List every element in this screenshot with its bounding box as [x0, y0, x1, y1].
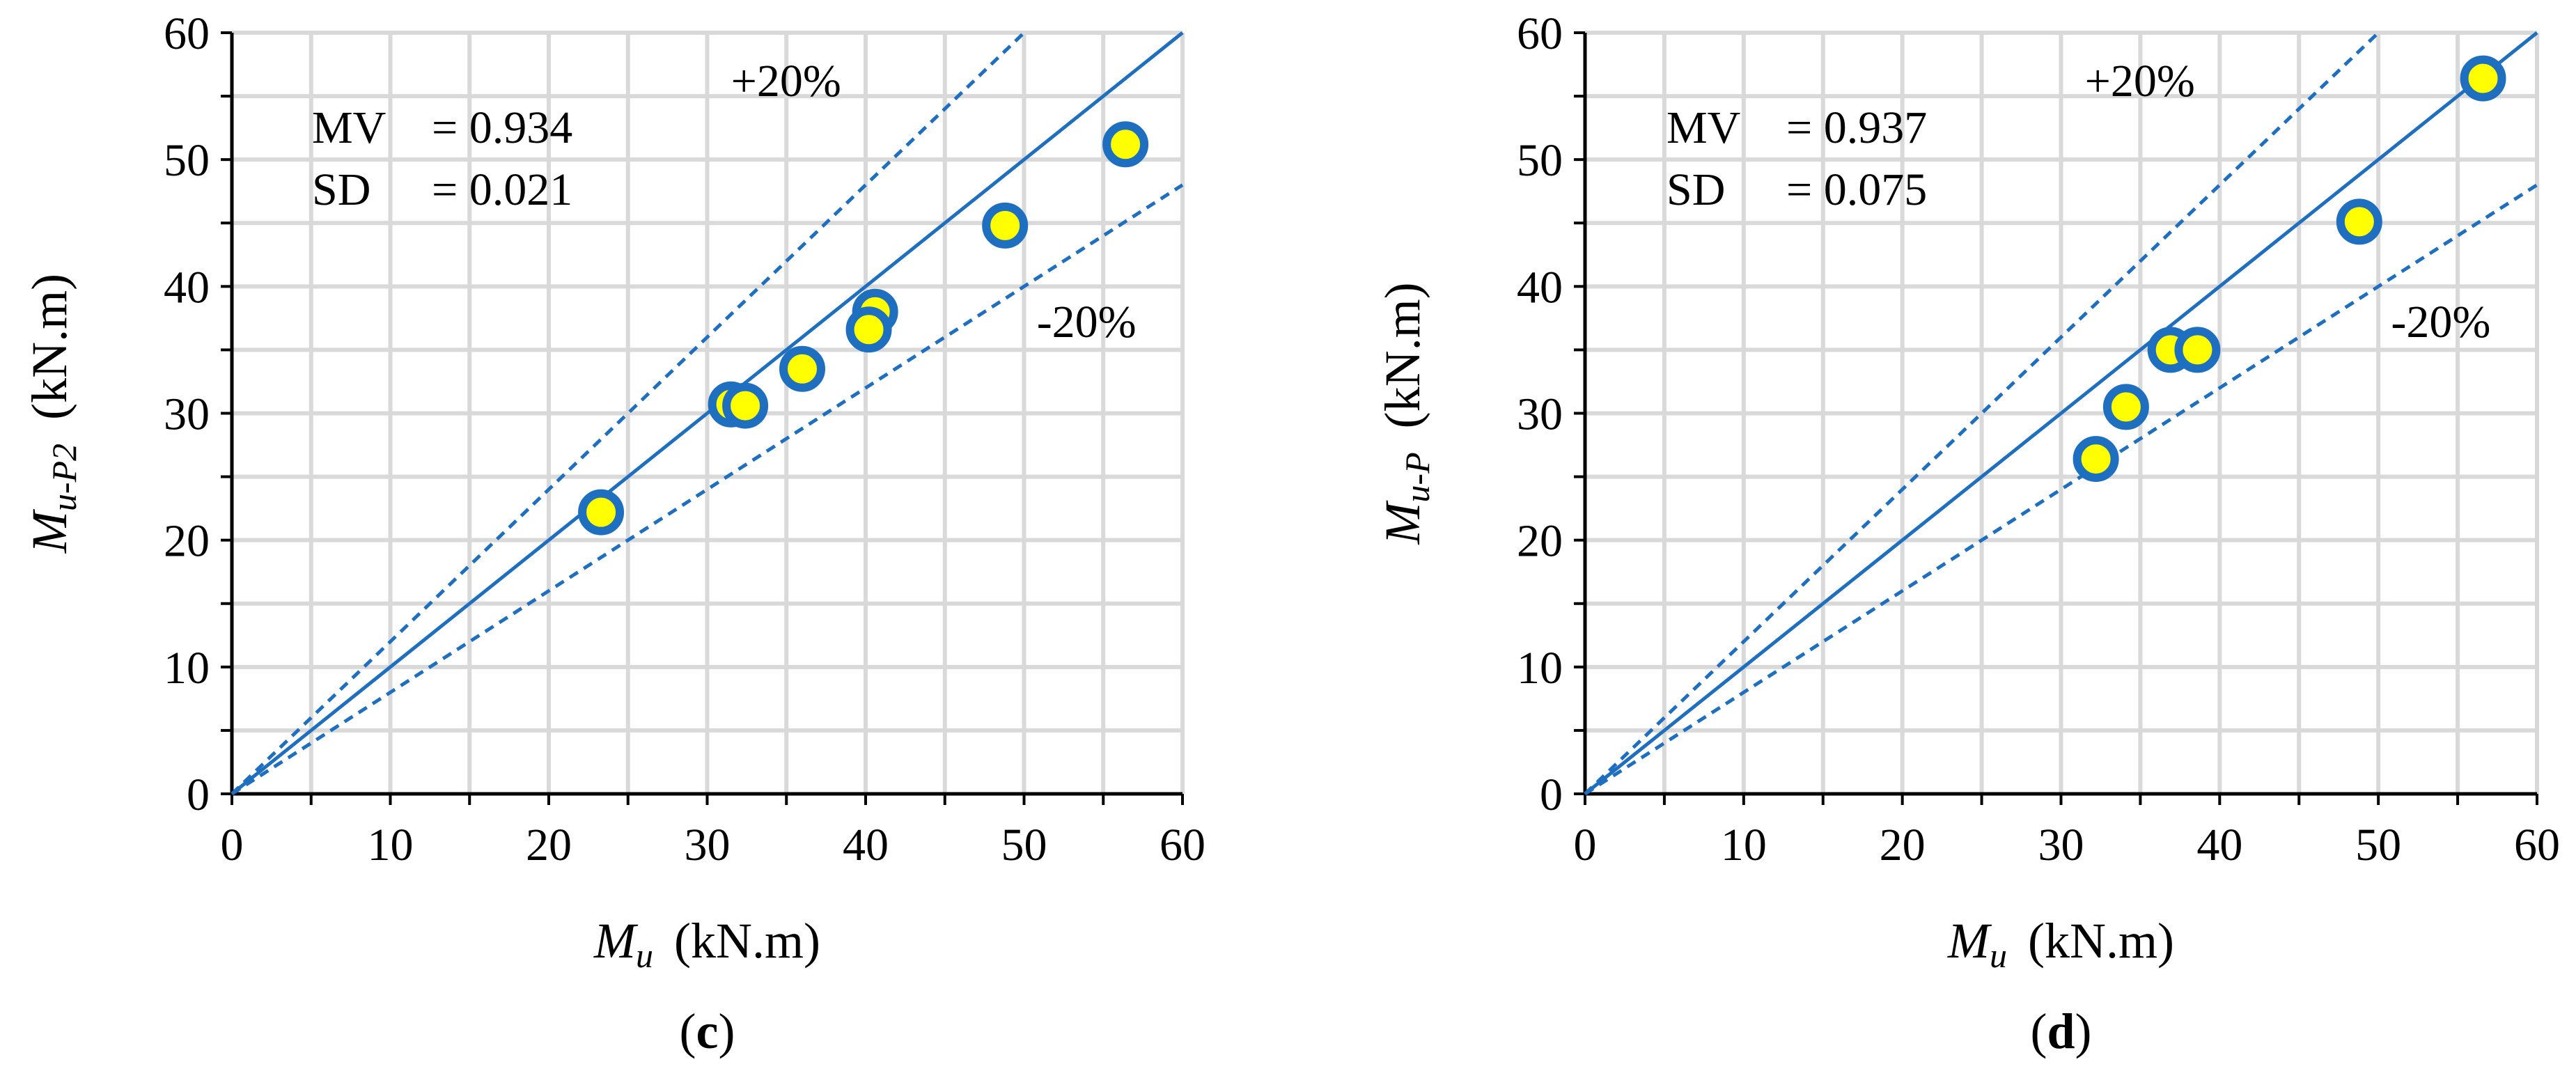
- y-tick-label: 30: [1517, 389, 1563, 440]
- y-tick-label: 50: [1517, 135, 1563, 186]
- caption-open: (: [680, 1003, 696, 1059]
- x-tick-label: 30: [2038, 820, 2084, 870]
- x-axis-label-symbol: M: [1947, 913, 1992, 969]
- data-point: [982, 202, 1029, 249]
- x-axis-label-unit: (kN.m): [2028, 913, 2174, 969]
- data-point: [1102, 121, 1149, 168]
- y-tick-label: 60: [1517, 8, 1563, 59]
- data-point: [845, 306, 892, 353]
- x-tick-label: 50: [2355, 820, 2401, 870]
- plus20-label: +20%: [2085, 56, 2195, 107]
- stat-value-mv: = 0.937: [1786, 102, 1927, 153]
- x-tick-label: 0: [1574, 820, 1597, 870]
- data-point: [2072, 436, 2119, 483]
- y-tick-label: 40: [164, 262, 210, 313]
- plus20-label: +20%: [731, 56, 841, 107]
- stat-label-sd: SD: [1666, 164, 1725, 215]
- y-axis-label-subscript: u-P: [1398, 452, 1437, 502]
- panel-c: 0 10 20 30 40 50 60 0 10 20 30 40 50 60 +20% -20% MV = 0.…: [22, 8, 1205, 1059]
- x-tick-label: 10: [1721, 820, 1767, 870]
- reference-line-minus20: [231, 183, 1184, 796]
- x-tick-label: 30: [685, 820, 731, 870]
- data-point: [2174, 327, 2221, 373]
- minus20-label: -20%: [2391, 297, 2490, 347]
- x-axis-label-subscript: u: [1990, 936, 2007, 975]
- data-point: [779, 345, 825, 392]
- data-points: [2072, 55, 2506, 483]
- y-tick-label: 50: [164, 135, 210, 186]
- y-axis-label-subscript: u-P2: [45, 444, 84, 511]
- y-axis-label: Mu-P (kN.m): [1375, 282, 1437, 545]
- data-point: [2102, 384, 2149, 430]
- x-tick-label: 10: [368, 820, 414, 870]
- data-point: [722, 382, 769, 429]
- x-tick-label: 50: [1001, 820, 1047, 870]
- stat-value-sd: = 0.075: [1786, 164, 1927, 215]
- x-tick-label: 0: [221, 820, 244, 870]
- y-tick-label: 40: [1517, 262, 1563, 313]
- y-axis-label: Mu-P2 (kN.m): [22, 274, 84, 554]
- y-tick-label: 0: [187, 769, 210, 820]
- minus20-label: -20%: [1037, 297, 1137, 347]
- y-tick-label: 10: [164, 643, 210, 694]
- stat-label-sd: SD: [312, 164, 370, 215]
- y-tick-label: 20: [164, 516, 210, 567]
- x-tick-label: 20: [1880, 820, 1926, 870]
- y-tick-label: 0: [1540, 769, 1563, 820]
- reference-line-ideal: [231, 31, 1184, 795]
- x-tick-label: 20: [526, 820, 572, 870]
- y-tick-label: 30: [164, 389, 210, 440]
- data-point: [578, 489, 625, 536]
- x-axis-label-symbol: M: [593, 913, 639, 969]
- caption-open: (: [2030, 1003, 2047, 1059]
- panel-caption: (d): [2030, 1003, 2091, 1059]
- x-axis-label: Mu (kN.m): [593, 913, 820, 975]
- caption-letter: d: [2047, 1003, 2075, 1059]
- data-points: [578, 121, 1149, 536]
- stat-value-mv: = 0.934: [432, 102, 572, 153]
- x-axis-label-unit: (kN.m): [674, 913, 820, 969]
- x-tick-label: 40: [843, 820, 889, 870]
- x-tick-label: 60: [1160, 820, 1205, 870]
- x-tick-label: 40: [2196, 820, 2242, 870]
- stat-value-sd: = 0.021: [432, 164, 572, 215]
- reference-line-ideal: [1584, 31, 2538, 795]
- y-axis-label-unit: (kN.m): [22, 274, 77, 420]
- y-tick-label: 60: [164, 8, 210, 59]
- data-point: [2460, 55, 2506, 102]
- y-axis-label-unit: (kN.m): [1375, 282, 1430, 428]
- y-axis-label-symbol: M: [1375, 500, 1430, 545]
- stat-label-mv: MV: [312, 102, 386, 153]
- panel-caption: (c): [680, 1003, 735, 1059]
- caption-close: ): [718, 1003, 735, 1059]
- x-axis-label-subscript: u: [636, 936, 653, 975]
- data-point: [2336, 198, 2382, 245]
- caption-letter: c: [696, 1003, 719, 1059]
- x-tick-label: 60: [2514, 820, 2560, 870]
- reference-line-minus20: [1584, 183, 2538, 796]
- y-tick-label: 20: [1517, 516, 1563, 567]
- stat-label-mv: MV: [1666, 102, 1740, 153]
- panel-d: 0 10 20 30 40 50 60 0 10 20 30 40 50 60 +20% -20% MV = 0.…: [1375, 8, 2560, 1059]
- y-tick-label: 10: [1517, 643, 1563, 694]
- caption-close: ): [2075, 1003, 2092, 1059]
- y-axis-label-symbol: M: [22, 508, 77, 554]
- x-axis-label: Mu (kN.m): [1947, 913, 2174, 975]
